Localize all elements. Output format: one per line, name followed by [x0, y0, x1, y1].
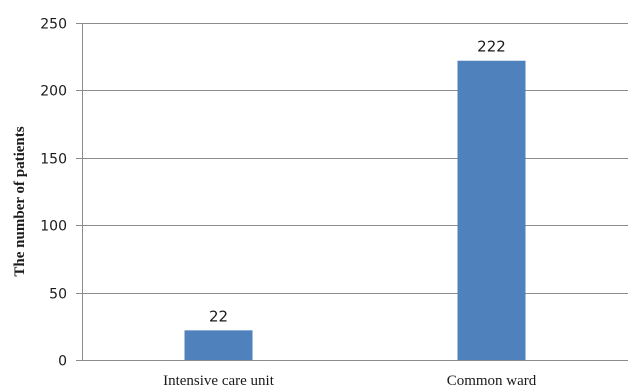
- x-axis-labels: Intensive care unit Common ward: [163, 373, 537, 389]
- bar: [457, 60, 526, 361]
- y-axis-title: The number of patients: [12, 126, 28, 276]
- bars: [184, 60, 526, 361]
- y-tick-label: 250: [40, 17, 67, 33]
- gridlines: [82, 23, 628, 294]
- data-label: 222: [477, 38, 506, 56]
- x-category-label: Intensive care unit: [163, 373, 275, 389]
- x-category-label: Common ward: [447, 373, 537, 389]
- y-axis-ticks: 0 50 100 150 200 250: [40, 17, 82, 370]
- y-tick-label: 200: [40, 84, 67, 100]
- data-label: 22: [209, 307, 228, 325]
- bar: [184, 330, 253, 361]
- y-tick-label: 50: [49, 287, 67, 303]
- y-tick-label: 0: [58, 354, 67, 370]
- y-tick-label: 150: [40, 152, 67, 168]
- y-tick-label: 100: [40, 219, 67, 235]
